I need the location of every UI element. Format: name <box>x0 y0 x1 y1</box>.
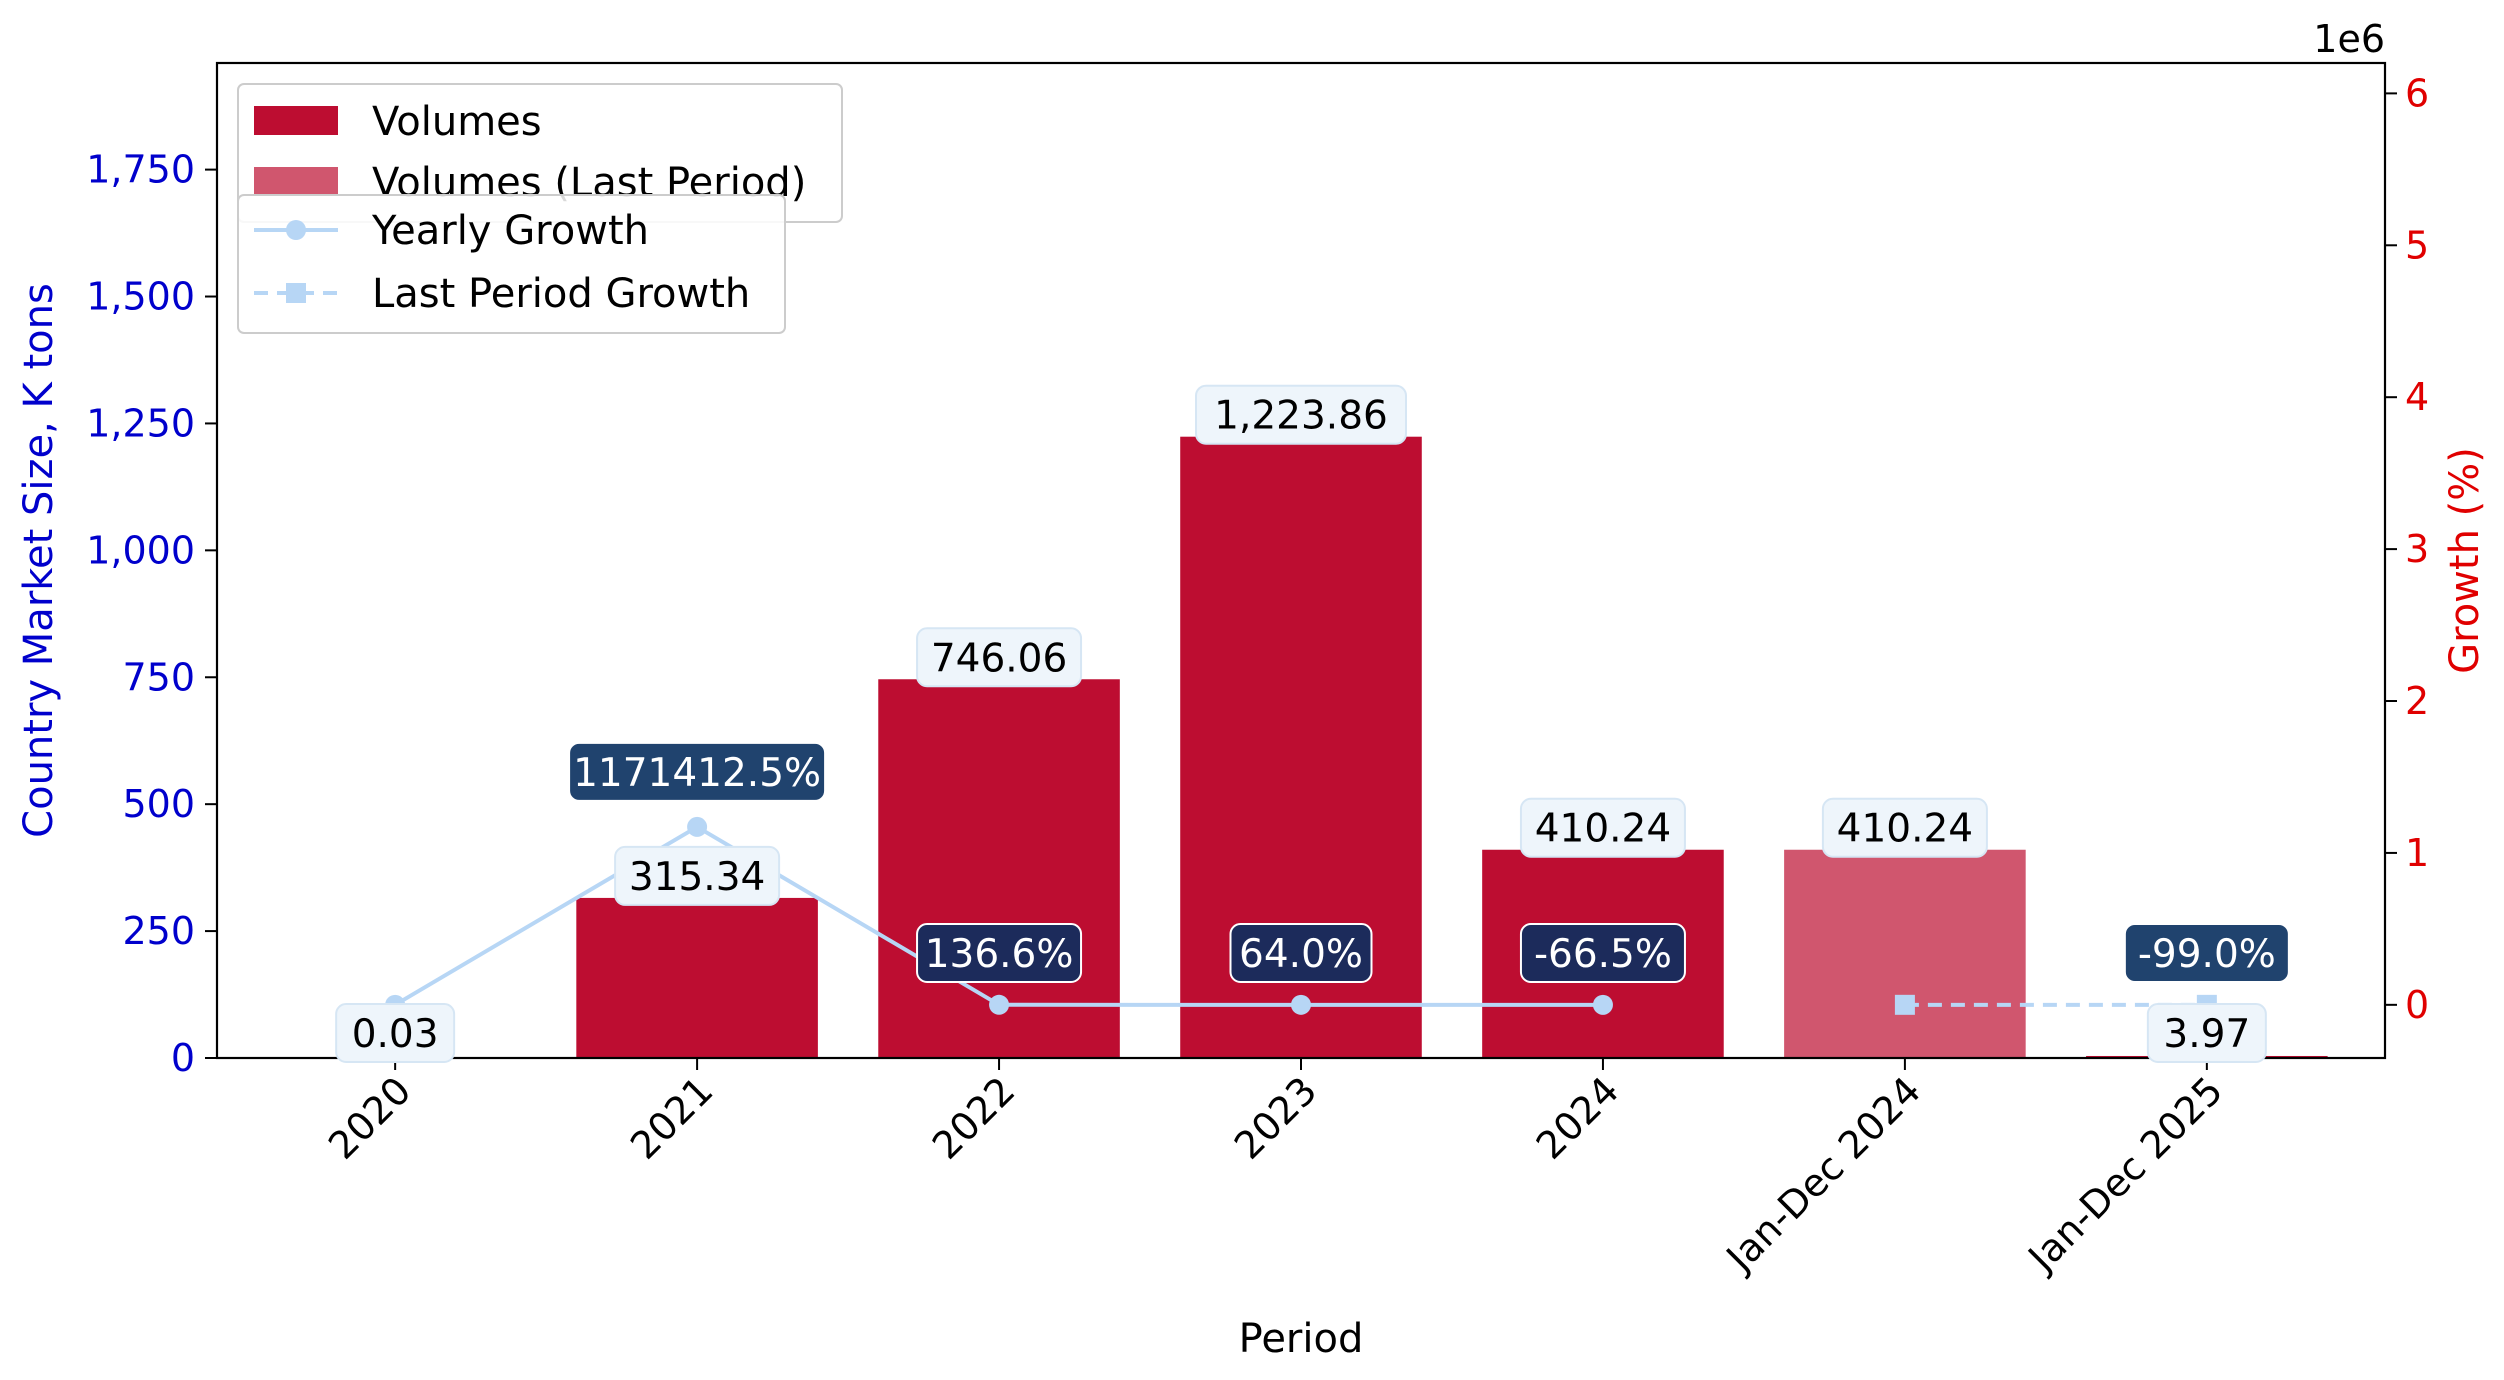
right-axis-tick-label: 1 <box>2405 831 2429 875</box>
growth-value-label-1-text: 1171412.5% <box>573 751 821 796</box>
left-axis-title: Country Market Size, K tons <box>16 283 62 838</box>
right-axis-title: Growth (%) <box>2442 447 2488 674</box>
bar-value-label-5-box <box>1821 797 1988 858</box>
bar-value-label-1-text: 315.34 <box>629 855 765 900</box>
bar-value-label-2: 746.06 <box>916 627 1083 688</box>
bar-value-label-1-box <box>614 845 781 906</box>
bar-value-label-4: 410.24 <box>1519 797 1686 858</box>
x-axis-tick-label: 2024 <box>1528 1068 1628 1168</box>
bar-value-label-2-text: 746.06 <box>931 636 1067 681</box>
bar-value-label-0: 0.03 <box>335 1003 456 1063</box>
x-axis-title: Period <box>1239 1316 1364 1362</box>
growth-value-label-6-box <box>2123 923 2290 983</box>
growth-value-label-6-text: -99.0% <box>2138 932 2276 977</box>
left-axis-tick-label: 1,750 <box>86 148 195 192</box>
legend-growth: Yearly Growth Last Period Growth <box>237 194 786 334</box>
left-axis-tick-label: 1,000 <box>86 528 195 572</box>
yearly-growth-point-2 <box>989 994 1010 1015</box>
right-axis-tick-label: 6 <box>2405 71 2429 115</box>
right-axis-tick-label: 3 <box>2405 527 2429 571</box>
right-axis-tick-label: 0 <box>2405 983 2429 1027</box>
growth-value-label-1: 1171412.5% <box>568 741 827 802</box>
yearly-growth-point-1 <box>687 816 708 837</box>
right-axis-offset-label: 1e6 <box>2313 17 2385 61</box>
left-axis-tick-label: 500 <box>122 782 195 826</box>
bar-value-label-5-text: 410.24 <box>1837 807 1973 852</box>
bar-volumes-last-period-5 <box>1784 849 2026 1058</box>
growth-value-label-1-box <box>568 741 827 802</box>
x-axis-tick-label: Jan-Dec 2025 <box>2019 1068 2232 1281</box>
bar-value-label-6-text: 3.97 <box>2163 1012 2250 1057</box>
left-axis-tick-label: 0 <box>171 1036 195 1080</box>
right-axis-tick-label: 5 <box>2405 223 2429 267</box>
growth-value-label-4-text: -66.5% <box>1534 932 1672 977</box>
last-period-growth-point-5 <box>1894 994 1915 1015</box>
legend-marker-0 <box>286 220 306 240</box>
data-labels: 0.03 315.34 746.06 1,223.86 410.24 3.97 410.24… <box>335 384 2290 1063</box>
growth-value-label-2-text: 136.6% <box>925 932 1074 977</box>
bar-value-label-0-box <box>335 1003 456 1063</box>
bar-value-label-3-box <box>1195 384 1407 445</box>
bar-value-label-3-text: 1,223.86 <box>1214 394 1388 439</box>
left-axis-tick-label: 750 <box>122 655 195 699</box>
growth-value-label-3-box <box>1229 923 1373 983</box>
right-axis-tick-label: 4 <box>2405 375 2429 419</box>
left-axis-tick-label: 250 <box>122 909 195 953</box>
legend-swatch-0 <box>254 106 338 135</box>
legend-line-label-1: Last Period Growth <box>372 271 750 317</box>
growth-value-label-4: -66.5% <box>1519 923 1686 983</box>
bar-value-label-5: 410.24 <box>1821 797 1988 858</box>
x-axis-tick-label: 2022 <box>924 1068 1024 1168</box>
legend-label-0: Volumes <box>372 99 542 145</box>
yearly-growth-point-4 <box>1592 994 1613 1015</box>
bar-value-label-3: 1,223.86 <box>1195 384 1407 445</box>
x-axis-tick-label: Jan-Dec 2024 <box>1717 1068 1930 1281</box>
legend-line-label-0: Yearly Growth <box>371 208 649 254</box>
bar-volumes-1 <box>576 897 818 1058</box>
x-axis-tick-label: 2023 <box>1226 1068 1326 1168</box>
bar-value-label-6-box <box>2146 1003 2267 1063</box>
legend-swatch-1 <box>254 167 338 196</box>
x-axis-tick-label: 2021 <box>622 1068 722 1168</box>
legend-growth-frame <box>237 194 786 334</box>
bar-value-label-2-box <box>916 627 1083 688</box>
yearly-growth-point-3 <box>1291 994 1311 1015</box>
growth-value-label-2-box <box>916 923 1083 983</box>
growth-value-label-3: 64.0% <box>1229 923 1373 983</box>
growth-value-label-6: -99.0% <box>2123 923 2290 983</box>
growth-value-label-3-text: 64.0% <box>1239 932 1363 977</box>
bar-value-label-0-text: 0.03 <box>352 1012 439 1057</box>
left-axis-tick-label: 1,500 <box>86 275 195 319</box>
growth-value-label-2: 136.6% <box>916 923 1083 983</box>
growth-value-label-4-box <box>1519 923 1686 983</box>
left-axis-tick-label: 1,250 <box>86 401 195 445</box>
bar-value-label-4-text: 410.24 <box>1535 807 1671 852</box>
right-axis-tick-label: 2 <box>2405 679 2429 723</box>
bar-value-label-1: 315.34 <box>614 845 781 906</box>
bar-value-label-4-box <box>1519 797 1686 858</box>
bar-value-label-6: 3.97 <box>2146 1003 2267 1063</box>
x-axis-tick-label: 2020 <box>320 1068 420 1168</box>
legend-marker-1 <box>286 283 306 303</box>
